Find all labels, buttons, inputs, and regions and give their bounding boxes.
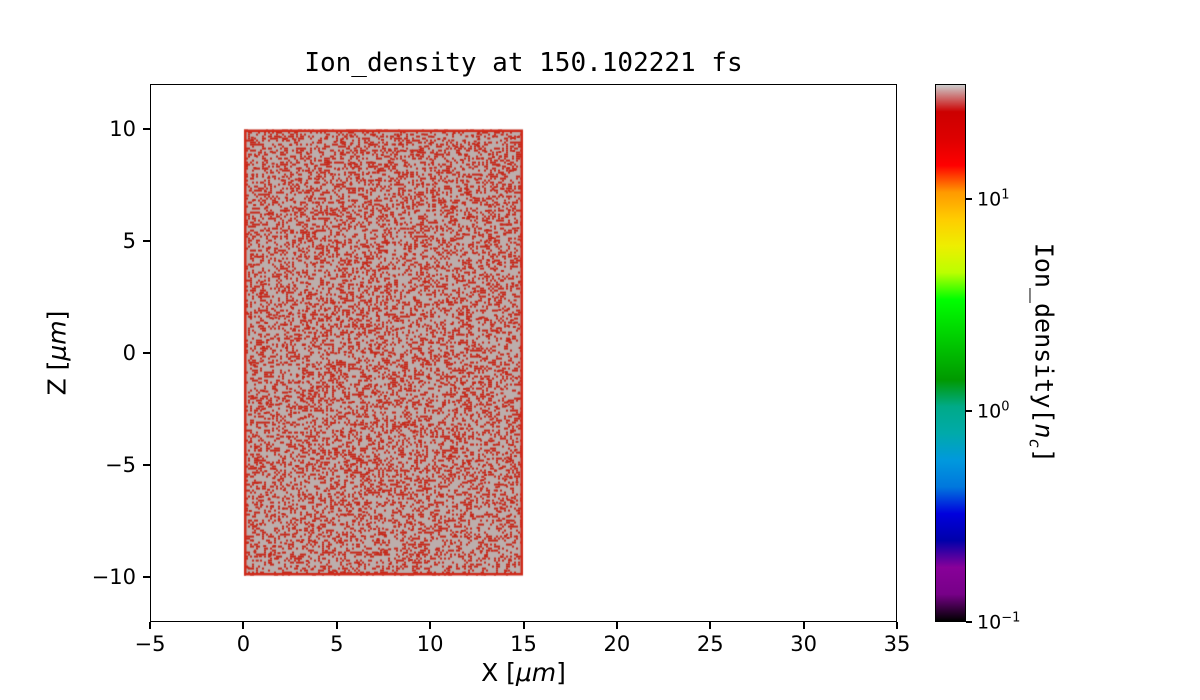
x-tick-label: 5 bbox=[330, 632, 344, 656]
x-tick-label: 10 bbox=[416, 632, 444, 656]
x-tick-label: 30 bbox=[790, 632, 817, 656]
colorbar-label-prefix: Ion_density[ bbox=[1029, 242, 1059, 424]
y-tick bbox=[143, 127, 150, 130]
x-tick bbox=[615, 622, 618, 629]
colorbar bbox=[935, 84, 966, 622]
y-tick-label: −10 bbox=[91, 565, 136, 590]
colorbar-label: Ion_density[nc] bbox=[1026, 243, 1059, 463]
colorbar-tick bbox=[966, 198, 972, 201]
xlabel-prefix: X [ bbox=[481, 658, 516, 687]
x-tick-label: 15 bbox=[510, 632, 537, 656]
colorbar-tick bbox=[966, 409, 972, 412]
x-tick-label: 0 bbox=[236, 632, 251, 656]
x-tick bbox=[802, 622, 805, 629]
y-tick bbox=[143, 464, 150, 467]
y-tick-label: 5 bbox=[122, 228, 136, 253]
y-tick-label: 0 bbox=[122, 341, 136, 365]
heatmap-canvas bbox=[151, 85, 895, 620]
x-tick bbox=[149, 622, 151, 629]
ylabel-suffix: ] bbox=[42, 310, 72, 321]
colorbar-tick-label: 100 bbox=[977, 398, 1010, 423]
chart-title: Ion_density at 150.102221 fs bbox=[304, 48, 743, 78]
xlabel-suffix: ] bbox=[556, 658, 566, 687]
x-tick bbox=[896, 622, 898, 629]
colorbar-label-suffix: ] bbox=[1029, 448, 1059, 464]
x-tick-label: 35 bbox=[883, 632, 911, 656]
colorbar-tick bbox=[966, 621, 972, 623]
x-tick bbox=[335, 622, 338, 629]
y-tick-label: 10 bbox=[109, 116, 136, 141]
x-tick-label: −5 bbox=[134, 632, 166, 656]
y-tick bbox=[143, 352, 150, 354]
x-axis-label: X [μm] bbox=[150, 658, 897, 687]
x-tick bbox=[709, 622, 712, 629]
colorbar-label-sub: c bbox=[1025, 438, 1045, 449]
x-tick bbox=[429, 622, 432, 629]
y-tick bbox=[143, 576, 150, 579]
plot-area bbox=[150, 84, 897, 622]
x-tick bbox=[522, 622, 525, 629]
y-tick bbox=[143, 239, 150, 242]
colorbar-tick-label: 101 bbox=[977, 187, 1010, 211]
x-tick bbox=[242, 622, 245, 629]
y-tick-label: −5 bbox=[105, 453, 136, 478]
x-tick-label: 25 bbox=[696, 632, 724, 656]
colorbar-tick-label: 10−1 bbox=[977, 610, 1021, 634]
x-tick-label: 20 bbox=[603, 632, 631, 656]
xlabel-math: μm bbox=[515, 658, 557, 687]
ylabel-prefix: Z [ bbox=[42, 360, 72, 396]
colorbar-label-math: n bbox=[1029, 423, 1059, 439]
